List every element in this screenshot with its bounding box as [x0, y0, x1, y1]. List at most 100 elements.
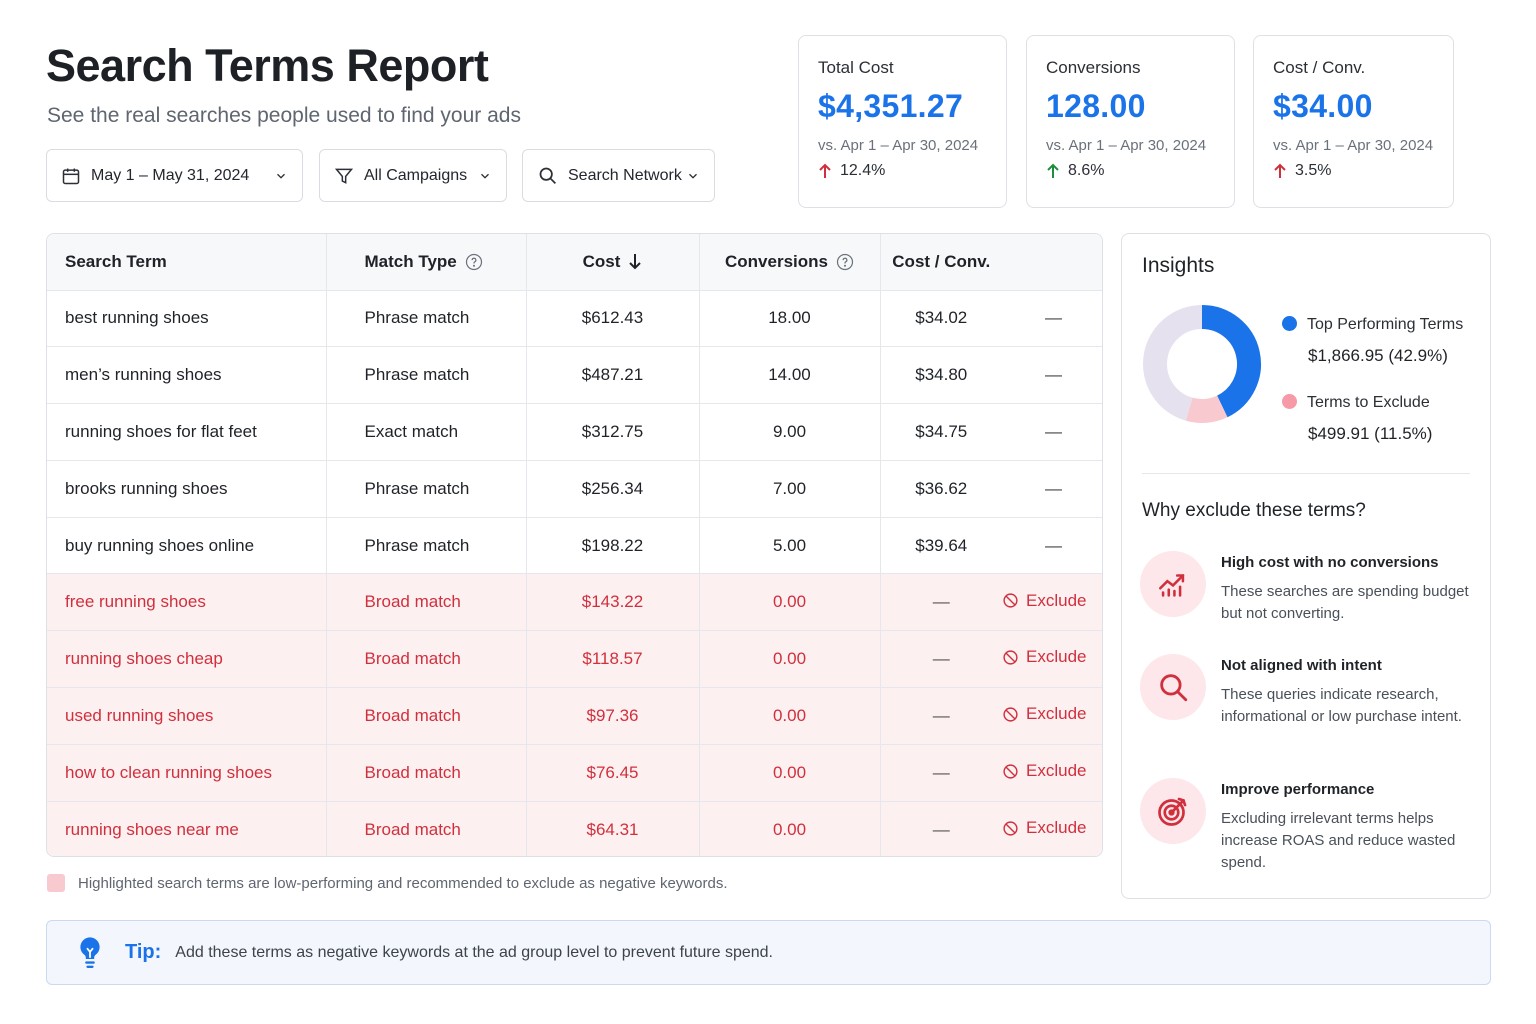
- col-header-conversions[interactable]: Conversions: [699, 234, 881, 291]
- kpi-card-cost-per-conv: Cost / Conv. $34.00 vs. Apr 1 – Apr 30, …: [1253, 35, 1454, 208]
- cell-cost-per-conv: $34.80: [880, 346, 1002, 405]
- donut-segment: [1185, 395, 1228, 423]
- date-range-dropdown[interactable]: May 1 – May 31, 2024: [46, 149, 303, 202]
- highlight-swatch: [47, 874, 65, 892]
- col-header-search-term[interactable]: Search Term: [47, 234, 327, 291]
- cell-cost-per-conv: —: [880, 573, 1002, 632]
- chevron-down-icon: [689, 173, 697, 179]
- campaigns-dropdown[interactable]: All Campaigns: [319, 149, 507, 202]
- exclude-button[interactable]: Exclude: [1002, 647, 1086, 667]
- legend-terms-to-exclude: Terms to Exclude $499.91 (11.5%): [1282, 394, 1432, 444]
- kpi-compare: vs. Apr 1 – Apr 30, 2024: [1046, 137, 1207, 154]
- cell-conversions: 9.00: [699, 403, 881, 461]
- legend-value: $1,866.95 (42.9%): [1308, 346, 1448, 365]
- chevron-down-icon: [277, 173, 285, 179]
- exclude-button[interactable]: Exclude: [1002, 591, 1086, 611]
- chart-icon: [1158, 574, 1185, 597]
- table-row: buy running shoes online Phrase match $1…: [47, 517, 1102, 575]
- cell-match-type: Broad match: [326, 801, 527, 856]
- cell-action: —: [1002, 403, 1102, 461]
- reason-icon-wrap: [1140, 551, 1206, 617]
- kpi-value: 128.00: [1046, 88, 1146, 124]
- cell-action: —: [1002, 346, 1102, 405]
- arrow-up-icon: [1047, 163, 1059, 178]
- col-header-cost[interactable]: Cost: [526, 234, 700, 291]
- reason-text: These searches are spending budget but n…: [1221, 583, 1469, 622]
- cell-cost-per-conv: —: [880, 687, 1002, 745]
- cell-cost: $76.45: [526, 744, 700, 802]
- chevron-down-icon: [481, 173, 489, 179]
- reason-text: These queries indicate research, informa…: [1221, 686, 1462, 725]
- help-icon[interactable]: [465, 253, 483, 271]
- exclude-button[interactable]: Exclude: [1002, 818, 1086, 838]
- cell-cost-per-conv: $34.75: [880, 403, 1002, 461]
- kpi-value: $4,351.27: [818, 88, 964, 124]
- cell-action: Exclude: [1002, 630, 1102, 689]
- reason-title: Not aligned with intent: [1221, 657, 1382, 674]
- kpi-compare: vs. Apr 1 – Apr 30, 2024: [818, 137, 979, 154]
- kpi-compare: vs. Apr 1 – Apr 30, 2024: [1273, 137, 1434, 154]
- campaigns-label: All Campaigns: [364, 166, 468, 184]
- tip-label: Tip:: [125, 941, 162, 963]
- insights-panel: Insights Top Performing Terms $1,866.95 …: [1121, 233, 1491, 899]
- cell-search-term: buy running shoes online: [47, 517, 327, 575]
- cell-cost: $198.22: [526, 517, 700, 575]
- cell-search-term: running shoes cheap: [47, 630, 327, 689]
- kpi-card-total-cost: Total Cost $4,351.27 vs. Apr 1 – Apr 30,…: [798, 35, 1007, 208]
- target-icon: [1158, 797, 1187, 826]
- cell-search-term: brooks running shoes: [47, 460, 327, 518]
- table-row-excluded: how to clean running shoes Broad match $…: [47, 744, 1102, 802]
- cell-match-type: Phrase match: [326, 346, 527, 405]
- col-header-match-type[interactable]: Match Type: [326, 234, 527, 291]
- cell-cost: $487.21: [526, 346, 700, 405]
- cell-cost: $118.57: [526, 630, 700, 689]
- dash: —: [1045, 365, 1062, 385]
- cell-cost: $612.43: [526, 290, 700, 348]
- legend-label: Top Performing Terms: [1307, 316, 1464, 333]
- filter-icon: [334, 168, 354, 184]
- cell-search-term: how to clean running shoes: [47, 744, 327, 802]
- kpi-label: Total Cost: [818, 58, 894, 77]
- kpi-change-value: 12.4%: [840, 162, 886, 179]
- help-icon[interactable]: [836, 253, 854, 271]
- kpi-label: Conversions: [1046, 58, 1141, 77]
- sort-down-icon[interactable]: [628, 253, 642, 270]
- cell-action: Exclude: [1002, 573, 1102, 632]
- kpi-change: 12.4%: [818, 162, 987, 180]
- table-row: men’s running shoes Phrase match $487.21…: [47, 346, 1102, 405]
- highlight-legend-text: Highlighted search terms are low-perform…: [78, 874, 728, 892]
- date-range-label: May 1 – May 31, 2024: [91, 166, 250, 184]
- kpi-change: 8.6%: [1046, 162, 1215, 180]
- cell-search-term: free running shoes: [47, 573, 327, 632]
- search-icon: [1160, 674, 1188, 702]
- highlight-legend: Highlighted search terms are low-perform…: [47, 874, 728, 892]
- cell-match-type: Exact match: [326, 403, 527, 461]
- page-subtitle: See the real searches people used to fin…: [47, 104, 521, 127]
- reason-icon-wrap: [1140, 778, 1206, 844]
- tip-text: Add these terms as negative keywords at …: [175, 943, 773, 961]
- exclude-button[interactable]: Exclude: [1002, 761, 1086, 781]
- dash: —: [1045, 478, 1062, 498]
- cell-action: —: [1002, 460, 1102, 518]
- cell-action: —: [1002, 517, 1102, 575]
- reason-icon-wrap: [1140, 654, 1206, 720]
- cell-action: Exclude: [1002, 801, 1102, 856]
- cell-match-type: Broad match: [326, 687, 527, 745]
- col-header-cost-per-conv[interactable]: Cost / Conv.: [880, 234, 1002, 291]
- cell-conversions: 14.00: [699, 346, 881, 405]
- cell-cost: $97.36: [526, 687, 700, 745]
- dash: —: [1045, 421, 1062, 441]
- cell-conversions: 18.00: [699, 290, 881, 348]
- cell-cost: $64.31: [526, 801, 700, 856]
- cell-conversions: 0.00: [699, 573, 881, 632]
- cell-conversions: 0.00: [699, 687, 881, 745]
- cell-conversions: 0.00: [699, 801, 881, 856]
- legend-top-performing: Top Performing Terms $1,866.95 (42.9%): [1282, 316, 1463, 366]
- exclude-button[interactable]: Exclude: [1002, 704, 1086, 724]
- insights-divider: [1142, 473, 1470, 474]
- network-label: Search Network: [568, 166, 682, 184]
- calendar-icon: [62, 168, 80, 184]
- table-header-row: Search Term Match Type Cost Conversions …: [47, 234, 1102, 291]
- block-icon: [1003, 593, 1018, 608]
- network-dropdown[interactable]: Search Network: [522, 149, 715, 202]
